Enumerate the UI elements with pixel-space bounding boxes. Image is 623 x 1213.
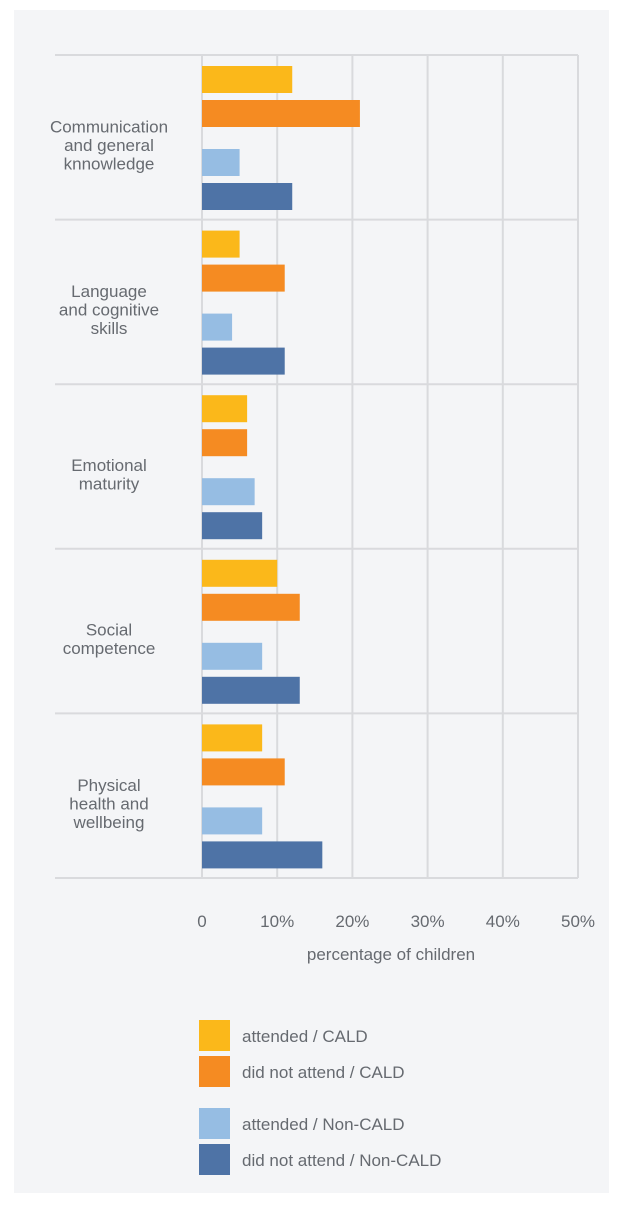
category-label: Social competence: [63, 621, 156, 659]
x-tick-label: 30%: [411, 912, 445, 931]
bar: [202, 807, 263, 835]
x-tick-label: 40%: [486, 912, 520, 931]
category-labels: Communication and general knnowledge Langua…: [50, 118, 168, 832]
bar: [202, 642, 263, 670]
bar: [202, 429, 248, 457]
legend-swatch: [199, 1144, 230, 1175]
bar: [202, 593, 300, 621]
x-tick-label: 20%: [335, 912, 369, 931]
legend-swatch: [199, 1020, 230, 1051]
legend: attended / CALD did not attend / CALD atte…: [199, 1020, 441, 1175]
bar: [202, 230, 240, 258]
bar: [202, 559, 278, 587]
bar: [202, 313, 233, 341]
bar: [202, 66, 293, 93]
bar: [202, 395, 248, 423]
bar: [202, 758, 285, 786]
category-label: Physical health and wellbeing: [69, 776, 148, 832]
legend-label: attended / Non-CALD: [242, 1115, 405, 1134]
bar: [202, 478, 255, 506]
x-axis-ticks: 0 10% 20% 30% 40% 50%: [197, 912, 595, 931]
legend-label: attended / CALD: [242, 1027, 368, 1046]
x-tick-label: 0: [197, 912, 206, 931]
bar: [202, 149, 240, 176]
category-label: Emotional maturity: [71, 456, 147, 494]
category-label: Communication and general knnowledge: [50, 118, 168, 174]
bar: [202, 264, 285, 292]
category-label: Language and cognitive skills: [59, 282, 159, 338]
x-tick-label: 50%: [561, 912, 595, 931]
bar: [202, 841, 323, 869]
chart-panel: [14, 10, 609, 1193]
bar: [202, 512, 263, 540]
x-axis-title: percentage of children: [307, 945, 475, 964]
legend-label: did not attend / Non-CALD: [242, 1151, 441, 1170]
bar: [202, 347, 285, 375]
bar: [202, 724, 263, 752]
gridlines: [55, 54, 579, 879]
bars: [202, 66, 360, 869]
bar: [202, 100, 360, 127]
legend-swatch: [199, 1056, 230, 1087]
x-tick-label: 10%: [260, 912, 294, 931]
legend-label: did not attend / CALD: [242, 1063, 405, 1082]
legend-swatch: [199, 1108, 230, 1139]
bar: [202, 183, 293, 210]
bar: [202, 676, 300, 704]
